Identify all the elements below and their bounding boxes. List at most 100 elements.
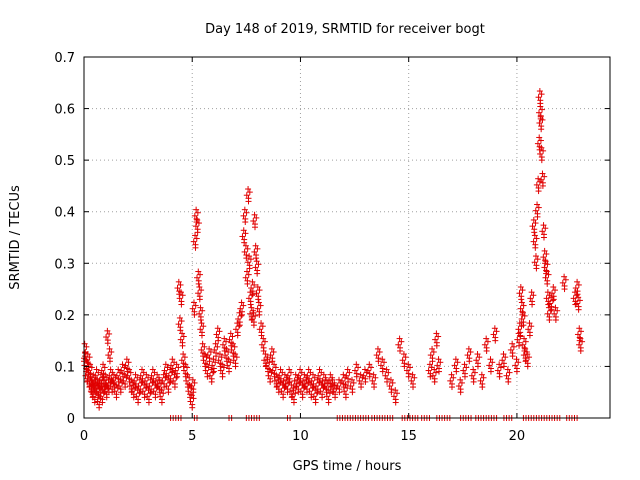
data-point xyxy=(372,374,379,381)
data-point xyxy=(532,207,539,214)
data-point xyxy=(100,377,107,384)
data-point xyxy=(192,302,199,309)
x-tick-label: 20 xyxy=(509,429,526,444)
data-point xyxy=(535,175,542,182)
x-tick-label: 5 xyxy=(188,429,196,444)
data-point xyxy=(261,357,268,364)
data-point xyxy=(177,281,184,288)
data-point xyxy=(121,371,128,378)
data-point xyxy=(178,298,185,305)
data-point xyxy=(448,371,455,378)
data-point xyxy=(503,372,510,379)
data-point xyxy=(463,364,470,371)
data-point xyxy=(534,256,541,263)
data-point xyxy=(400,351,407,358)
data-point xyxy=(276,372,283,379)
data-point xyxy=(548,303,555,310)
data-point xyxy=(237,305,244,312)
data-point xyxy=(487,356,494,363)
data-point xyxy=(254,284,261,291)
data-point xyxy=(190,299,197,306)
data-point xyxy=(536,88,543,95)
data-point xyxy=(516,290,523,297)
data-point xyxy=(178,318,185,325)
data-point xyxy=(527,295,534,302)
data-point xyxy=(540,231,547,238)
data-point xyxy=(530,238,537,245)
data-point xyxy=(259,323,266,330)
data-point xyxy=(103,334,110,341)
data-point xyxy=(242,242,249,249)
data-point xyxy=(203,361,210,368)
data-point xyxy=(464,352,471,359)
data-point xyxy=(537,137,544,144)
data-point xyxy=(352,367,359,374)
data-point xyxy=(345,375,352,382)
data-point xyxy=(166,379,173,386)
data-point xyxy=(519,341,526,348)
data-point xyxy=(177,324,184,331)
data-point xyxy=(477,377,484,384)
data-point xyxy=(494,367,501,374)
data-point xyxy=(262,351,269,358)
data-point xyxy=(213,350,220,357)
data-point xyxy=(242,274,249,281)
data-point xyxy=(173,361,180,368)
data-point xyxy=(255,299,262,306)
data-point xyxy=(191,308,198,315)
data-point xyxy=(392,396,399,403)
data-point xyxy=(374,345,381,352)
data-point xyxy=(122,362,129,369)
data-point xyxy=(204,352,211,359)
data-point xyxy=(437,359,444,366)
data-point xyxy=(575,281,582,288)
data-point xyxy=(497,364,504,371)
data-point xyxy=(369,377,376,384)
data-point xyxy=(99,396,106,403)
x-tick-label: 0 xyxy=(80,429,88,444)
data-point xyxy=(181,354,188,361)
data-point xyxy=(108,348,115,355)
data-point xyxy=(379,365,386,372)
data-point xyxy=(116,383,123,390)
data-point xyxy=(229,340,236,347)
data-point xyxy=(229,333,236,340)
data-point xyxy=(576,325,583,332)
data-point xyxy=(450,374,457,381)
data-point xyxy=(192,232,199,239)
data-point xyxy=(255,293,262,300)
data-point xyxy=(544,261,551,268)
data-point xyxy=(540,147,547,154)
data-point xyxy=(236,319,243,326)
data-point xyxy=(212,359,219,366)
data-point xyxy=(550,293,557,300)
data-point xyxy=(197,313,204,320)
data-point xyxy=(534,140,541,147)
data-point xyxy=(206,345,213,352)
data-point xyxy=(190,395,197,402)
data-point xyxy=(113,381,120,388)
data-point xyxy=(492,334,499,341)
data-point xyxy=(487,365,494,372)
data-point xyxy=(543,295,550,302)
data-point xyxy=(353,370,360,377)
data-point xyxy=(403,367,410,374)
data-point xyxy=(476,354,483,361)
data-point xyxy=(244,259,251,266)
data-point xyxy=(252,242,259,249)
data-point xyxy=(576,334,583,341)
data-point xyxy=(452,356,459,363)
data-point xyxy=(447,377,454,384)
data-point xyxy=(148,372,155,379)
data-point xyxy=(288,381,295,388)
data-point xyxy=(574,288,581,295)
data-point xyxy=(240,227,247,234)
data-point xyxy=(355,364,362,371)
y-tick-label: 0.7 xyxy=(54,51,75,66)
data-point xyxy=(366,370,373,377)
data-point xyxy=(107,383,114,390)
data-point xyxy=(379,356,386,363)
data-point xyxy=(396,335,403,342)
data-point xyxy=(175,364,182,371)
data-point xyxy=(293,383,300,390)
